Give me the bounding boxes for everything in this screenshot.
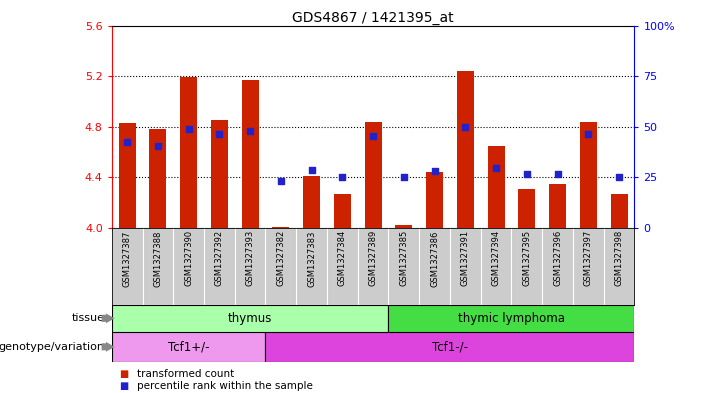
Text: GSM1327387: GSM1327387 <box>123 230 132 286</box>
Text: GSM1327384: GSM1327384 <box>338 230 347 286</box>
Point <box>552 171 563 177</box>
Text: Tcf1+/-: Tcf1+/- <box>168 340 209 353</box>
Bar <box>518 189 535 228</box>
Text: GSM1327393: GSM1327393 <box>246 230 255 286</box>
Text: GSM1327396: GSM1327396 <box>553 230 562 286</box>
Bar <box>611 194 627 228</box>
Point <box>429 168 441 174</box>
Text: GSM1327392: GSM1327392 <box>215 230 224 286</box>
Bar <box>389 305 634 332</box>
Bar <box>395 226 412 228</box>
Bar <box>365 122 381 228</box>
Bar <box>334 194 351 228</box>
Point <box>337 174 348 180</box>
Bar <box>273 227 289 228</box>
Point <box>213 131 225 138</box>
Text: Tcf1-/-: Tcf1-/- <box>432 340 468 353</box>
Text: GSM1327395: GSM1327395 <box>522 230 531 286</box>
Text: GSM1327383: GSM1327383 <box>307 230 316 286</box>
Text: GSM1327386: GSM1327386 <box>430 230 439 286</box>
Bar <box>426 172 443 228</box>
Point <box>306 167 317 173</box>
Point <box>121 139 133 145</box>
Text: GSM1327382: GSM1327382 <box>276 230 286 286</box>
Text: GSM1327394: GSM1327394 <box>492 230 500 286</box>
Text: transformed count: transformed count <box>137 369 234 379</box>
Point <box>521 171 533 177</box>
Bar <box>119 123 136 228</box>
Point <box>152 143 164 149</box>
Text: thymic lymphoma: thymic lymphoma <box>458 312 565 325</box>
Point <box>275 178 287 184</box>
Text: GSM1327391: GSM1327391 <box>461 230 470 286</box>
Bar <box>549 184 566 228</box>
Bar <box>211 120 228 228</box>
Text: GSM1327385: GSM1327385 <box>399 230 408 286</box>
Point <box>368 132 379 139</box>
Text: GSM1327390: GSM1327390 <box>184 230 193 286</box>
Text: GSM1327398: GSM1327398 <box>614 230 624 286</box>
Bar <box>180 77 197 228</box>
Text: ■: ■ <box>119 369 128 379</box>
Bar <box>112 305 389 332</box>
Text: GSM1327389: GSM1327389 <box>368 230 378 286</box>
Point <box>244 127 256 134</box>
Bar <box>112 332 265 362</box>
Bar <box>242 80 259 228</box>
Text: tissue: tissue <box>71 313 105 323</box>
Bar <box>487 146 505 228</box>
Text: ■: ■ <box>119 381 128 391</box>
Point <box>583 131 594 138</box>
Text: GSM1327397: GSM1327397 <box>584 230 593 286</box>
Text: percentile rank within the sample: percentile rank within the sample <box>137 381 313 391</box>
Title: GDS4867 / 1421395_at: GDS4867 / 1421395_at <box>292 11 454 24</box>
Bar <box>149 129 167 228</box>
Text: thymus: thymus <box>228 312 273 325</box>
Point <box>183 126 195 132</box>
Bar <box>580 122 597 228</box>
Point <box>614 174 625 180</box>
Text: GSM1327388: GSM1327388 <box>154 230 162 286</box>
Point <box>490 165 502 172</box>
Bar <box>303 176 320 228</box>
Bar <box>265 332 634 362</box>
Point <box>459 123 471 130</box>
Point <box>398 174 410 180</box>
Text: genotype/variation: genotype/variation <box>0 342 105 352</box>
Bar <box>457 71 474 228</box>
